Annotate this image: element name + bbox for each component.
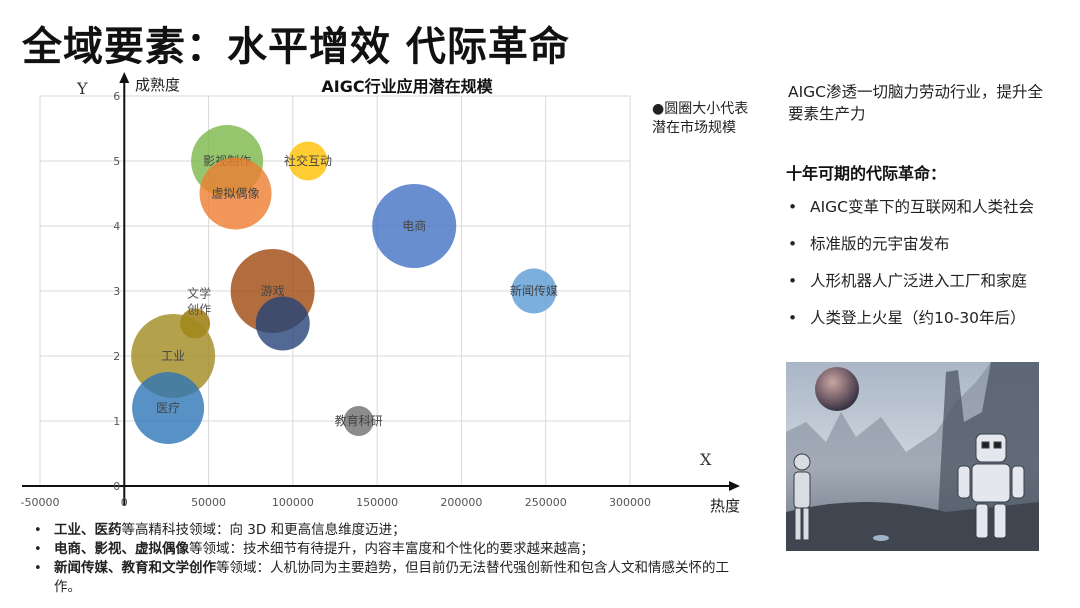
y-tick-label: 5 [113,155,120,168]
x-tick-label: 200000 [440,496,482,509]
bubble-label: 新闻传媒 [510,283,558,298]
x-tick-label: 250000 [525,496,567,509]
y-tick-label: 0 [113,480,120,493]
bubble-label: 社交互动 [284,153,332,168]
y-tick-label: 6 [113,90,120,103]
bubble-chart: -50000 0 50000 100000 150000 200000 250000 3000… [21,72,740,515]
bubble-label: 工业 [161,349,185,363]
bubble-label: 创作 [187,303,211,317]
robot-planet-image [786,362,1039,551]
note-text: 等领域：技术细节有待提升，内容丰富度和个性化的要求越来越高； [189,541,594,557]
page-title: 全域要素：水平增效 代际革命 [22,24,570,70]
note-bold: 工业、医药 [54,522,122,538]
bubble-label: 医疗 [156,401,180,415]
x-tick-label: 100000 [272,496,314,509]
bottom-note-item: 电商、影视、虚拟偶像等领域：技术细节有待提升，内容丰富度和个性化的要求越来越高； [28,540,748,559]
bottom-note-item: 新闻传媒、教育和文学创作等领域：人机协同为主要趋势，但目前仍无法替代强创新性和包… [28,559,748,597]
side-bullet-item: 人类登上火星（约10-30年后） [786,307,1076,344]
x-tick-label: -50000 [21,496,60,509]
bubble [288,141,328,181]
y-tick-label: 2 [113,350,120,363]
bubble [255,296,310,351]
bubble-label: 文学 [187,286,211,301]
y-tick-label: 3 [113,285,120,298]
note-bold: 新闻传媒、教育和文学创作 [54,560,216,576]
x-tick-label: 150000 [356,496,398,509]
bubble [199,157,272,230]
x-axis-label: 热度 [710,497,740,515]
chart-axes [22,72,740,506]
note-text: 等高精科技领域：向 3D 和更高信息维度迈进； [121,522,406,538]
chart-ticks: -50000 0 50000 100000 150000 200000 250000 3000… [21,90,651,509]
y-axis-letter: Y [76,79,88,98]
side-bullet-item: 人形机器人广泛进入工厂和家庭 [786,270,1076,307]
x-tick-label: 50000 [191,496,226,509]
x-axis-letter: X [700,450,712,469]
bubble-size-note: ●圆圈大小代表潜在市场规模 [652,101,749,136]
bottom-note-item: 工业、医药等高精科技领域：向 3D 和更高信息维度迈进； [28,521,748,540]
y-tick-label: 4 [113,220,120,233]
x-tick-label: 0 [121,496,128,509]
note-bold: 电商、影视、虚拟偶像 [54,541,189,557]
y-axis-label: 成熟度 [135,76,180,94]
chart-title: AIGC行业应用潜在规模 [321,77,493,96]
x-tick-label: 300000 [609,496,651,509]
side-bullet-item: AIGC变革下的互联网和人类社会 [786,196,1076,233]
x-axis-arrow [729,481,740,491]
bubble [343,406,374,436]
bubble [132,372,205,444]
side-bullet-list: AIGC变革下的互联网和人类社会 标准版的元宇宙发布 人形机器人广泛进入工厂和家… [786,196,1076,344]
bubble [372,184,457,268]
bubble-label: 虚拟偶像 [212,187,260,201]
y-tick-label: 1 [113,415,120,428]
chart-bubbles: 影视制作虚拟偶像社交互动电商新闻传媒游戏文学创作工业医疗教育科研 [131,125,558,444]
bottom-notes-list: 工业、医药等高精科技领域：向 3D 和更高信息维度迈进； 电商、影视、虚拟偶像等… [28,521,748,597]
side-heading: 十年可期的代际革命： [786,164,947,183]
side-bullet-item: 标准版的元宇宙发布 [786,233,1076,270]
bubble [511,268,557,314]
note-text: 等领域：人机协同为主要趋势，但目前仍无法替代强创新性和包含人文和情感关怀的工作。 [54,560,729,595]
side-intro-text: AIGC渗透一切脑力劳动行业，提升全要素生产力 [788,83,1044,123]
bubble-label: 教育科研 [335,413,383,428]
bubble-label: 游戏 [261,284,285,298]
bubble-label: 电商 [402,218,426,233]
y-axis-arrow [119,72,130,83]
